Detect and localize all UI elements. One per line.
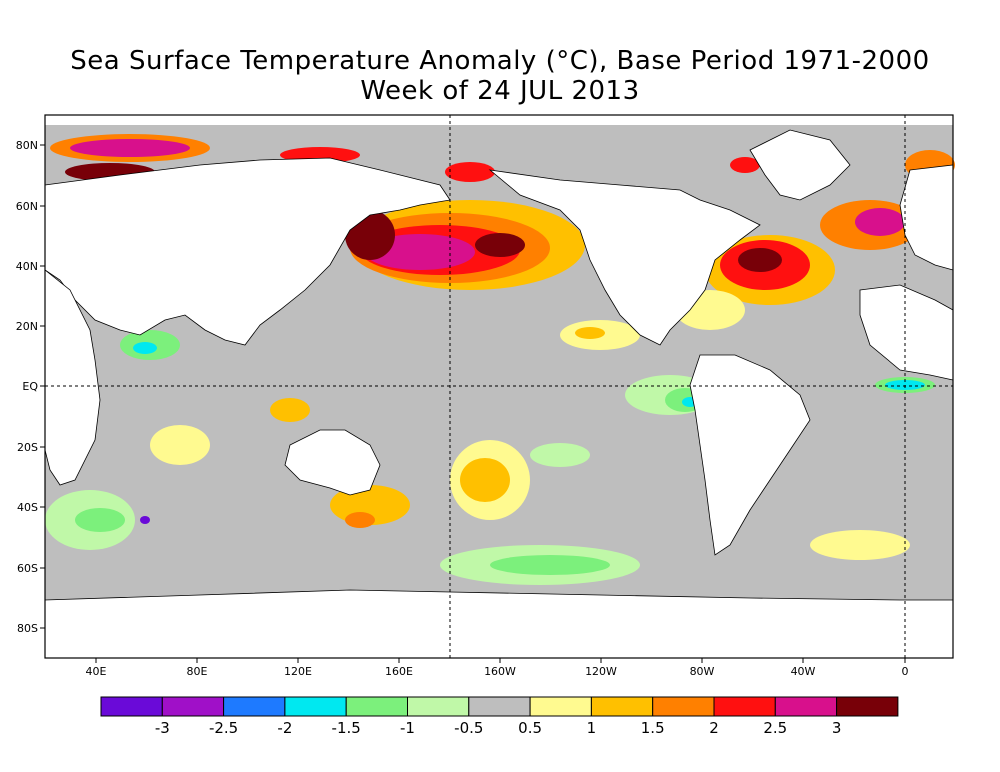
lat-label-80s: 80S (17, 622, 38, 635)
lat-label-40s: 40S (17, 501, 38, 514)
colorbar-label: -0.5 (454, 719, 483, 737)
south-america-landmass (689, 354, 811, 556)
longitude-labels: 40E 80E 120E 160E 160W 120W 80W 40W 0 (86, 665, 909, 678)
colorbar-label: -2 (277, 719, 292, 737)
colorbar-swatch (284, 696, 347, 717)
colorbar-label: -2.5 (209, 719, 238, 737)
colorbar-swatch (836, 696, 899, 717)
axis-ticks (40, 144, 906, 663)
lon-label-120e: 120E (284, 665, 312, 678)
north-america-landmass (488, 169, 761, 346)
colorbar-swatch (100, 696, 163, 717)
lon-label-0: 0 (902, 665, 909, 678)
map-grid (45, 115, 953, 658)
colorbar-label: -1 (400, 719, 415, 737)
greenland-landmass (749, 129, 851, 201)
eurasia-landmass (44, 157, 451, 346)
colorbar-swatch (223, 696, 286, 717)
colorbar-label: 3 (832, 719, 842, 737)
colorbar-label: 0.5 (518, 719, 542, 737)
colorbar-swatch (774, 696, 838, 717)
colorbar-label: 2.5 (763, 719, 787, 737)
arctic-landmass (45, 115, 953, 125)
lat-label-60s: 60S (17, 562, 38, 575)
lon-label-160w: 160W (484, 665, 516, 678)
colorbar-swatch (590, 696, 654, 717)
lat-label-80n: 80N (16, 139, 38, 152)
map-subtitle: Week of 24 JUL 2013 (360, 76, 640, 106)
colorbar-label: 1 (587, 719, 597, 737)
lon-label-160e: 160E (385, 665, 413, 678)
colorbar-swatch (529, 696, 592, 717)
land (44, 115, 954, 659)
lat-label-20n: 20N (16, 320, 38, 333)
colorbar-legend: -3 -2.5 -2 -1.5 -1 -0.5 0.5 1 1.5 2 2.5 3 (100, 696, 899, 737)
lon-label-40w: 40W (791, 665, 816, 678)
lat-label-eq: EQ (22, 380, 38, 393)
lon-label-40e: 40E (86, 665, 107, 678)
colorbar-label: -3 (155, 719, 170, 737)
colorbar-label: 2 (709, 719, 719, 737)
map-title: Sea Surface Temperature Anomaly (°C), Ba… (70, 46, 930, 76)
colorbar-label: 1.5 (641, 719, 665, 737)
lon-label-80e: 80E (187, 665, 208, 678)
warm-anomalies (50, 134, 955, 560)
colorbar-swatch (161, 696, 225, 717)
australia-landmass (284, 429, 381, 496)
colorbar-label: -1.5 (332, 719, 361, 737)
africa-landmass (44, 269, 101, 486)
lon-label-80w: 80W (690, 665, 715, 678)
colorbar-swatch (407, 696, 470, 717)
lat-label-40n: 40N (16, 260, 38, 273)
lon-label-120w: 120W (585, 665, 617, 678)
antarctica-landmass (44, 589, 954, 659)
latitude-labels: 80N 60N 40N 20N EQ 20S 40S 60S 80S (16, 139, 39, 635)
colorbar-swatch (345, 696, 409, 717)
colorbar-swatch (652, 696, 715, 717)
colorbar-swatch (713, 696, 776, 717)
colorbar-swatch (468, 696, 531, 717)
west-africa-landmass (859, 284, 954, 381)
lat-label-20s: 20S (17, 441, 38, 454)
lat-label-60n: 60N (16, 200, 38, 213)
